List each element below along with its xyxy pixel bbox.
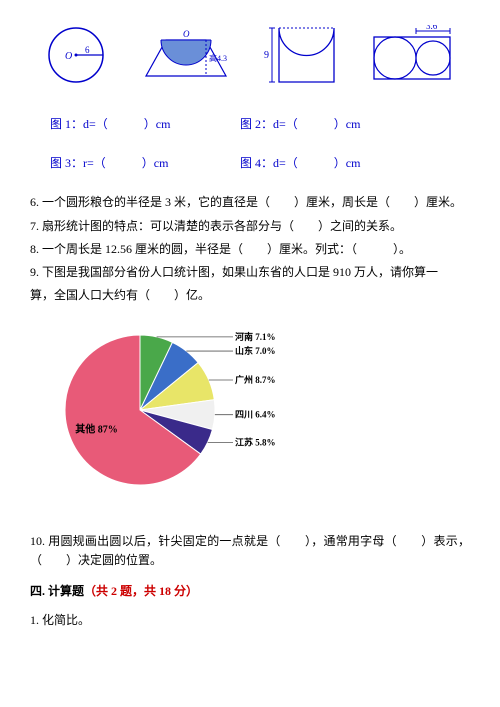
figure-1: O 6 bbox=[44, 23, 109, 88]
pie-label: 四川 6.4% bbox=[235, 410, 276, 420]
caption-fig3: 图 3：r=（ ）cm bbox=[50, 154, 240, 173]
section-4-title-red: （共 2 题，共 18 分） bbox=[84, 584, 198, 598]
caption-fig4: 图 4：d=（ ）cm bbox=[240, 154, 360, 173]
fig4-w-label: 3.6 bbox=[426, 25, 438, 31]
figures-row: O 6 O 高4.3 9 3.6 bbox=[30, 20, 470, 90]
pie-label: 江苏 5.8% bbox=[235, 437, 276, 448]
caption-fig2: 图 2：d=（ ）cm bbox=[240, 115, 360, 134]
caption-row-2: 图 3：r=（ ）cm 图 4：d=（ ）cm bbox=[30, 154, 470, 173]
pie-label: 广州 8.7% bbox=[235, 374, 276, 385]
pie-chart: 河南 7.1% 山东 7.0% 广州 8.7% 四川 6.4% 江苏 5.8% 其他 87… bbox=[50, 320, 310, 500]
questions-block: 6. 一个圆形粮仓的半径是 3 米，它的直径是（ ）厘米，周长是（ ）厘米。 7… bbox=[30, 193, 470, 305]
question-6: 6. 一个圆形粮仓的半径是 3 米，它的直径是（ ）厘米，周长是（ ）厘米。 bbox=[30, 193, 470, 212]
fig2-h-label: 高4.3 bbox=[209, 53, 227, 63]
fig1-r-label: 6 bbox=[85, 45, 90, 55]
figure-2: O 高4.3 bbox=[136, 28, 236, 83]
section-4-item-1: 1. 化简比。 bbox=[30, 611, 470, 630]
caption-fig1: 图 1：d=（ ）cm bbox=[50, 115, 240, 134]
figure-3: 9 bbox=[264, 20, 339, 90]
questions-block-2: 10. 用圆规画出圆以后，针尖固定的一点就是（ ），通常用字母（ ）表示，（ ）… bbox=[30, 532, 470, 570]
question-9a: 9. 下图是我国部分省份人口统计图，如果山东省的人口是 910 万人，请你算一 bbox=[30, 263, 470, 282]
question-10: 10. 用圆规画出圆以后，针尖固定的一点就是（ ），通常用字母（ ）表示，（ ）… bbox=[30, 532, 470, 570]
pie-chart-wrap: 河南 7.1% 山东 7.0% 广州 8.7% 四川 6.4% 江苏 5.8% 其他 87… bbox=[50, 320, 470, 506]
figure-4: 3.6 bbox=[366, 25, 456, 85]
question-9b: 算，全国人口大约有（ ）亿。 bbox=[30, 286, 470, 305]
question-8: 8. 一个周长是 12.56 厘米的圆，半径是（ ）厘米。列式：（ ）。 bbox=[30, 240, 470, 259]
fig2-o-label: O bbox=[183, 29, 190, 39]
pie-label: 山东 7.0% bbox=[235, 345, 276, 356]
pie-label: 河南 7.1% bbox=[235, 331, 276, 342]
section-4-items: 1. 化简比。 bbox=[30, 611, 470, 630]
section-4-title: 四. 计算题（共 2 题，共 18 分） bbox=[30, 582, 470, 601]
pie-label: 其他 87% bbox=[75, 423, 118, 436]
question-7: 7. 扇形统计图的特点：可以清楚的表示各部分与（ ）之间的关系。 bbox=[30, 217, 470, 236]
section-4-title-black: 四. 计算题 bbox=[30, 584, 84, 598]
caption-row-1: 图 1：d=（ ）cm 图 2：d=（ ）cm bbox=[30, 115, 470, 134]
fig3-h-label: 9 bbox=[264, 50, 269, 61]
fig1-o-label: O bbox=[65, 51, 72, 62]
